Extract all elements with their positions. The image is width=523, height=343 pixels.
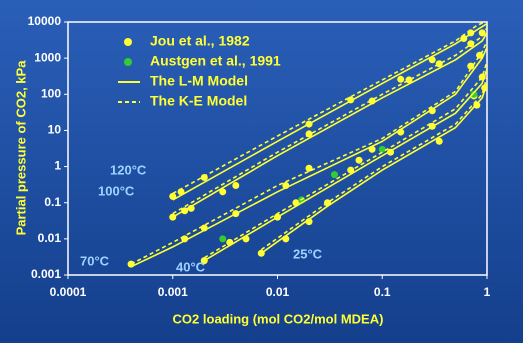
data-point (169, 213, 177, 221)
data-point (232, 181, 240, 189)
x-axis-title: CO2 loading (mol CO2/mol MDEA) (173, 311, 384, 326)
y-tick-label: 1 (54, 159, 61, 173)
model-curve (130, 46, 487, 268)
model-curve (172, 27, 487, 215)
data-point (355, 156, 363, 164)
model-curve (260, 76, 487, 251)
x-tick-label: 0.01 (266, 285, 290, 299)
temperature-label: 120°C (110, 162, 147, 177)
x-tick-label: 1 (484, 285, 491, 299)
data-point (219, 188, 227, 196)
model-curve (203, 68, 487, 262)
temperature-label: 70°C (80, 253, 110, 268)
data-point (470, 90, 478, 98)
temperature-label: 25°C (293, 246, 323, 261)
model-curve (203, 61, 487, 259)
legend-label: The L-M Model (150, 73, 248, 89)
y-tick-label: 0.1 (44, 195, 61, 209)
plot-area (127, 22, 487, 268)
x-tick-label: 0.1 (374, 285, 391, 299)
temperature-label: 40°C (176, 259, 206, 274)
model-curve (260, 83, 487, 254)
model-curve (130, 40, 487, 265)
legend-label: Austgen et al., 1991 (150, 53, 281, 69)
data-point (330, 171, 338, 179)
x-tick-label: 0.001 (158, 285, 188, 299)
y-axis-title: Partial pressure of CO2, kPa (13, 60, 28, 236)
temperature-label: 100°C (98, 183, 135, 198)
x-tick-label: 0.0001 (50, 285, 87, 299)
model-curve (172, 23, 487, 201)
y-tick-label: 10000 (28, 14, 62, 28)
legend-marker (124, 38, 132, 46)
data-point (435, 137, 443, 145)
legend-label: The K-E Model (150, 93, 247, 109)
data-point (467, 62, 475, 70)
legend-marker (124, 58, 132, 66)
data-point (378, 145, 386, 153)
y-tick-label: 100 (41, 86, 61, 100)
data-point (305, 164, 313, 172)
model-curve (172, 22, 486, 195)
model-curve (172, 32, 487, 218)
data-point (397, 75, 405, 83)
y-tick-label: 0.001 (31, 267, 61, 281)
y-tick-label: 0.01 (38, 231, 62, 245)
legend-label: Jou et al., 1982 (150, 33, 250, 49)
y-tick-label: 1000 (34, 50, 61, 64)
y-tick-label: 10 (48, 123, 62, 137)
data-point (219, 235, 227, 243)
